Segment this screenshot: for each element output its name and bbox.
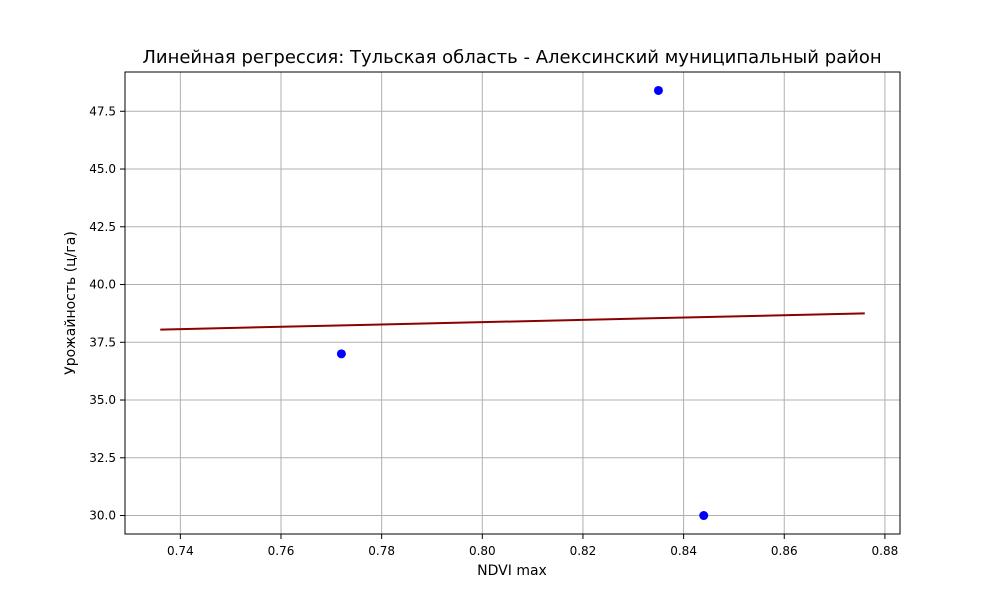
y-tick-label: 42.5 xyxy=(89,220,116,234)
x-tick-label: 0.88 xyxy=(872,544,899,558)
x-tick-label: 0.80 xyxy=(469,544,496,558)
x-axis-ticks: 0.74 0.76 0.78 0.80 0.82 0.84 0.86 0.88 xyxy=(167,534,898,558)
x-tick-label: 0.74 xyxy=(167,544,194,558)
chart-title: Линейная регрессия: Тульская область - А… xyxy=(142,47,881,68)
y-tick-label: 35.0 xyxy=(89,393,116,407)
grid-layer xyxy=(125,72,900,534)
y-tick-label: 30.0 xyxy=(89,509,116,523)
y-tick-label: 45.0 xyxy=(89,162,116,176)
data-point xyxy=(336,349,346,359)
x-tick-label: 0.82 xyxy=(570,544,597,558)
y-axis-label: Урожайность (ц/га) xyxy=(63,231,79,375)
y-tick-label: 37.5 xyxy=(89,335,116,349)
y-tick-label: 47.5 xyxy=(89,104,116,118)
y-tick-label: 40.0 xyxy=(89,278,116,292)
y-tick-label: 32.5 xyxy=(89,451,116,465)
x-tick-label: 0.76 xyxy=(268,544,295,558)
regression-layer xyxy=(160,312,865,331)
regression-line xyxy=(160,312,865,331)
x-tick-label: 0.84 xyxy=(670,544,697,558)
points-layer xyxy=(336,85,709,521)
data-point xyxy=(699,511,709,521)
y-axis-ticks: 30.0 32.5 35.0 37.5 40.0 42.5 45.0 47.5 xyxy=(89,104,125,523)
plot-frame xyxy=(124,71,901,535)
x-axis-label: NDVI max xyxy=(477,563,547,579)
x-tick-label: 0.78 xyxy=(368,544,395,558)
x-tick-label: 0.86 xyxy=(771,544,798,558)
data-point xyxy=(653,85,663,95)
